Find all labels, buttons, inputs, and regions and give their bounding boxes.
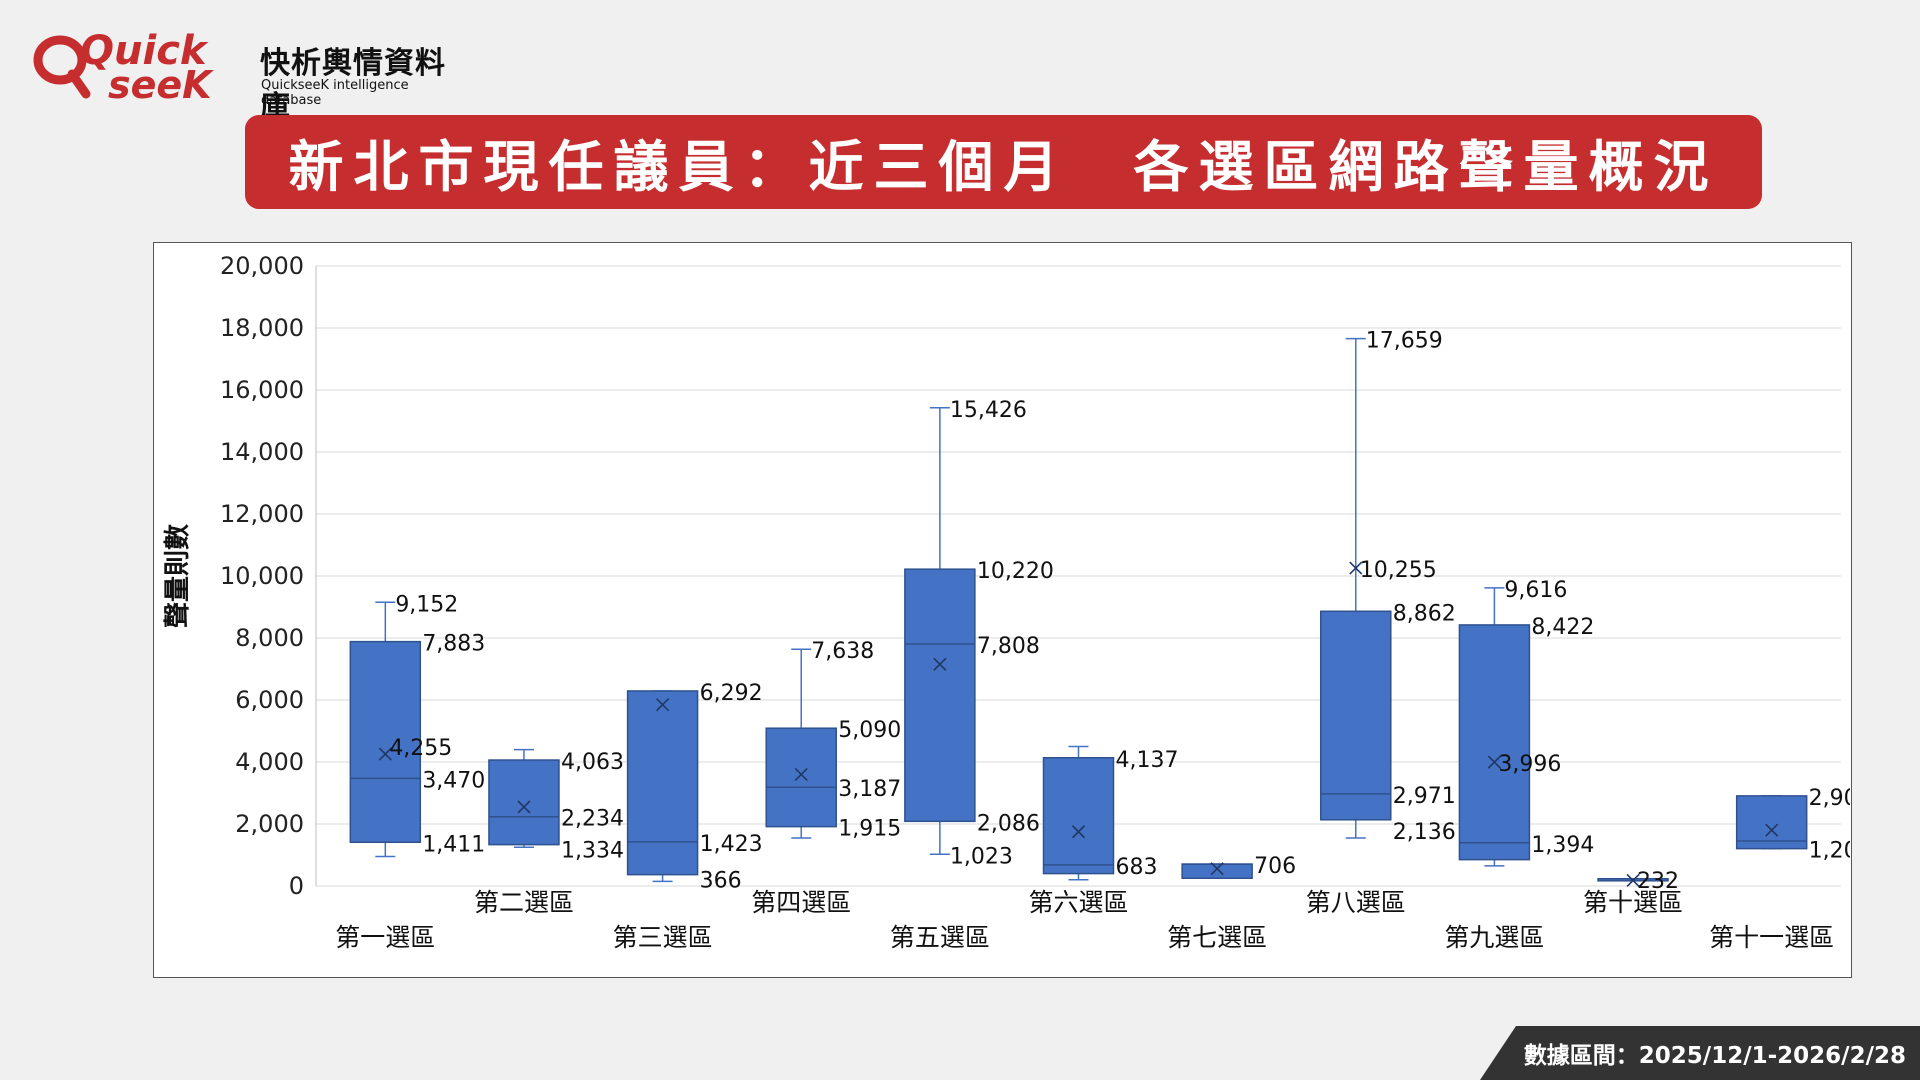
y-axis-title: 聲量則數 [163, 524, 193, 628]
y-tick-label: 20,000 [220, 252, 304, 280]
x-category-label: 第十一選區 [1709, 923, 1834, 952]
x-category-label: 第四選區 [751, 888, 851, 917]
brand-logo: Quick seeK 快析輿情資料庫 QuickseeK intelligenc… [30, 22, 450, 125]
data-label: 366 [700, 869, 742, 894]
data-label: 7,638 [811, 639, 874, 664]
mean-marker [1210, 862, 1224, 876]
quickseek-logo-icon: Quick seeK [33, 28, 214, 102]
data-label: 3,187 [838, 777, 901, 802]
data-label: 4,137 [1116, 748, 1179, 773]
mean-marker [1349, 561, 1363, 575]
data-label: 1,915 [838, 817, 901, 842]
x-category-label: 第五選區 [890, 923, 990, 952]
y-tick-label: 18,000 [220, 314, 304, 342]
data-label: 4,063 [561, 750, 624, 775]
date-range: 數據區間：2025/12/1-2026/2/28 [1523, 1043, 1906, 1069]
data-label: 2,971 [1393, 784, 1456, 809]
brand-name-en: QuickseeK intelligence database [261, 78, 409, 108]
y-tick-label: 2,000 [235, 810, 304, 838]
mean-marker [656, 698, 670, 712]
mean-marker [517, 800, 531, 814]
mean-marker [1071, 825, 1086, 839]
data-label: 1,423 [700, 832, 763, 857]
data-label: 2,086 [977, 811, 1040, 836]
data-label: 17,659 [1366, 329, 1443, 354]
y-tick-label: 0 [289, 872, 304, 900]
data-label: 1,205 [1809, 839, 1850, 864]
mean-marker [378, 747, 392, 761]
x-category-label: 第三選區 [613, 923, 713, 952]
box [1735, 795, 1808, 850]
x-category-label: 第一選區 [335, 923, 435, 952]
data-label: 7,883 [422, 632, 485, 657]
data-label: 3,470 [422, 768, 485, 793]
mean-marker [1765, 823, 1779, 837]
y-tick-label: 12,000 [220, 500, 304, 528]
x-category-label: 第六選區 [1028, 888, 1128, 917]
box [1042, 757, 1115, 875]
data-label: 9,616 [1504, 578, 1567, 603]
mean-marker [1487, 755, 1501, 769]
page-title: 新北市現任議員：近三個月 各選區網路聲量概況 [288, 135, 1719, 199]
data-label: 10,220 [977, 559, 1054, 584]
data-label: 2,234 [561, 807, 624, 832]
y-tick-label: 16,000 [220, 376, 304, 404]
title-banner: 新北市現任議員：近三個月 各選區網路聲量概況 [245, 115, 1762, 209]
y-tick-label: 8,000 [235, 624, 304, 652]
data-label: 3,996 [1498, 752, 1561, 777]
y-tick-label: 14,000 [220, 438, 304, 466]
data-label: 8,862 [1393, 601, 1456, 626]
data-label: 10,255 [1360, 558, 1437, 583]
data-label: 6,292 [700, 681, 763, 706]
footer-banner: 數據區間：2025/12/1-2026/2/28 [1480, 1026, 1920, 1080]
data-label: 8,422 [1531, 615, 1594, 640]
data-label: 2,136 [1393, 820, 1456, 845]
data-label: 5,090 [838, 718, 901, 743]
x-category-label: 第二選區 [474, 888, 574, 917]
data-label: 683 [1116, 855, 1158, 880]
box [349, 640, 422, 844]
boxplot-chart: 0 2,000 4,000 6,000 8,000 10,000 12,000 14,000 1… [163, 252, 1850, 952]
mean-marker [1626, 873, 1640, 887]
data-label: 1,411 [422, 832, 485, 857]
y-tick-label: 4,000 [235, 748, 304, 776]
box [904, 568, 976, 823]
box [1181, 863, 1253, 880]
y-tick-label: 10,000 [220, 562, 304, 590]
box [1320, 610, 1392, 821]
data-label: 1,023 [950, 844, 1013, 869]
data-label: 7,808 [977, 634, 1040, 659]
x-category-label: 第七選區 [1167, 923, 1267, 952]
logo-word-quick: Quick [80, 28, 209, 74]
data-label: 1,394 [1531, 833, 1594, 858]
data-label: 4,255 [389, 736, 452, 761]
data-label: 9,152 [395, 592, 458, 617]
data-label: 15,426 [950, 398, 1027, 423]
x-category-label: 第九選區 [1444, 923, 1544, 952]
y-tick-label: 6,000 [235, 686, 304, 714]
data-label: 2,907 [1809, 786, 1850, 811]
box [1458, 624, 1531, 861]
x-category-label: 第八選區 [1306, 888, 1406, 917]
mean-marker [794, 767, 808, 781]
box [626, 690, 699, 876]
mean-marker [933, 657, 947, 671]
data-label: 1,334 [561, 839, 624, 864]
box [765, 727, 837, 828]
x-category-label: 第十選區 [1583, 888, 1683, 917]
data-label: 706 [1254, 854, 1296, 879]
logo-word-seek: seeK [108, 63, 214, 102]
data-label: 232 [1637, 869, 1679, 894]
box [488, 759, 560, 846]
chart-frame: 0 2,000 4,000 6,000 8,000 10,000 12,000 14,000 1… [153, 242, 1852, 978]
